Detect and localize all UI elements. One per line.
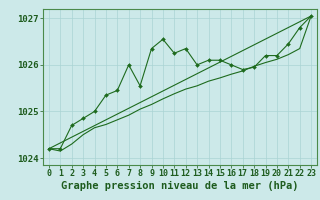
X-axis label: Graphe pression niveau de la mer (hPa): Graphe pression niveau de la mer (hPa)	[61, 181, 299, 191]
